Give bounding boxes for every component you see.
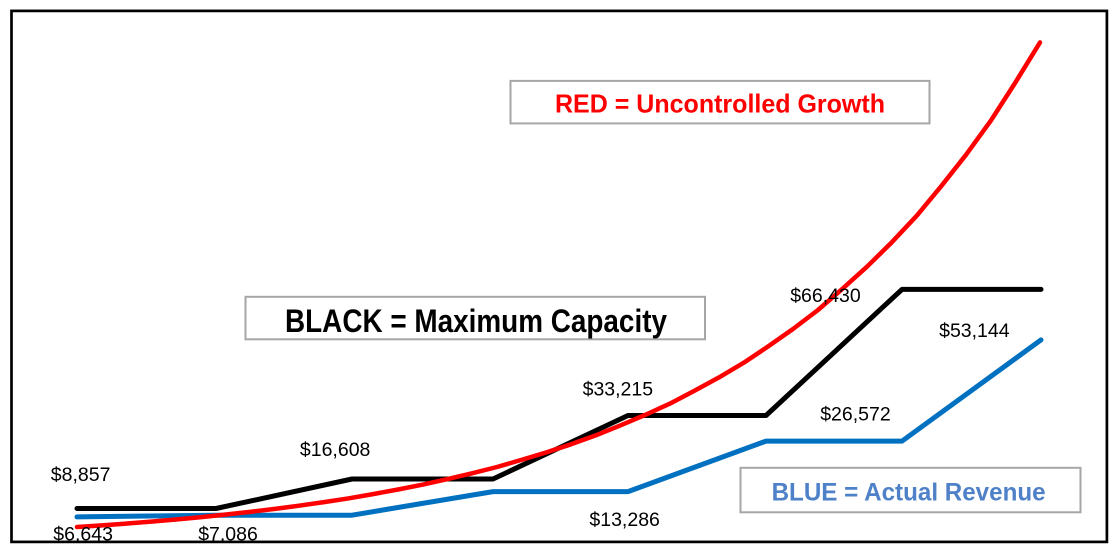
svg-text:$7,086: $7,086 bbox=[198, 523, 258, 545]
svg-text:RED = Uncontrolled Growth: RED = Uncontrolled Growth bbox=[555, 89, 885, 119]
svg-text:$66,430: $66,430 bbox=[790, 285, 861, 307]
svg-text:$26,572: $26,572 bbox=[820, 404, 891, 426]
svg-text:$8,857: $8,857 bbox=[51, 464, 111, 486]
svg-text:$6,643: $6,643 bbox=[53, 523, 113, 545]
svg-text:$33,215: $33,215 bbox=[583, 379, 654, 401]
svg-text:$13,286: $13,286 bbox=[589, 509, 660, 531]
svg-text:$16,608: $16,608 bbox=[300, 439, 371, 461]
svg-text:BLUE = Actual Revenue: BLUE = Actual Revenue bbox=[772, 478, 1046, 506]
svg-text:BLACK = Maximum Capacity: BLACK = Maximum Capacity bbox=[285, 303, 667, 339]
svg-text:$53,144: $53,144 bbox=[939, 320, 1010, 342]
